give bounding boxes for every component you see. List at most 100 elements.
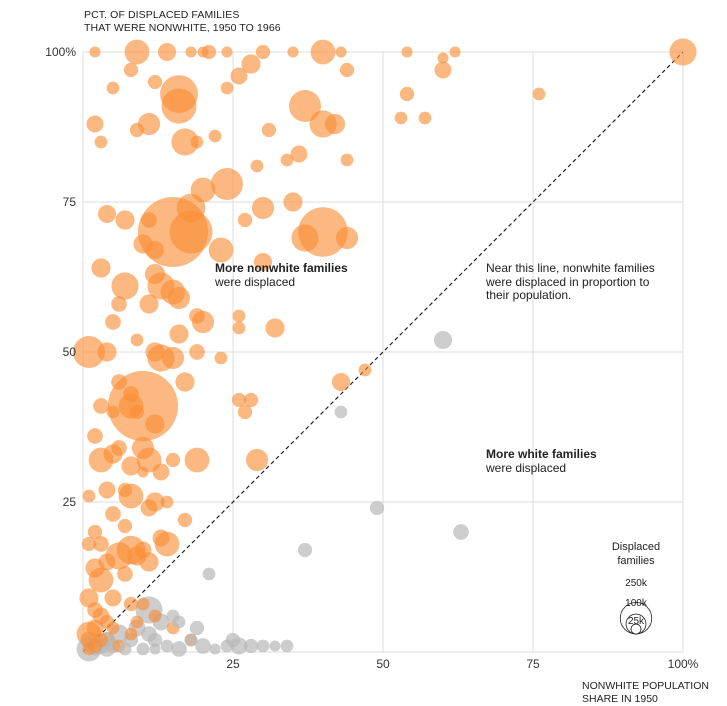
point-white bbox=[433, 330, 453, 350]
point-nonwhite bbox=[97, 204, 117, 224]
point-nonwhite bbox=[139, 294, 159, 314]
x-axis-title-line-2: share in 1950 bbox=[582, 693, 658, 705]
x-axis-title: Nonwhite population share in 1950 bbox=[582, 680, 722, 706]
point-nonwhite bbox=[129, 404, 145, 420]
annotation-near-line-2: were displaced in proportion to bbox=[486, 274, 650, 289]
legend-title: Displaced families bbox=[600, 541, 672, 568]
point-nonwhite bbox=[669, 38, 697, 66]
x-tick-label: 75 bbox=[526, 657, 540, 671]
point-nonwhite bbox=[335, 46, 347, 58]
size-legend bbox=[619, 602, 653, 635]
point-nonwhite bbox=[121, 456, 141, 476]
point-nonwhite bbox=[250, 159, 264, 173]
y-axis-title: Pct. of displaced families that were non… bbox=[84, 9, 344, 35]
point-nonwhite bbox=[93, 398, 109, 414]
annotation-more-white-rest: were displaced bbox=[486, 460, 567, 475]
point-nonwhite bbox=[131, 436, 155, 460]
point-nonwhite bbox=[97, 342, 117, 362]
point-nonwhite bbox=[169, 324, 189, 344]
point-nonwhite bbox=[106, 405, 120, 419]
point-nonwhite bbox=[117, 518, 133, 534]
point-nonwhite bbox=[532, 87, 546, 101]
point-white bbox=[147, 632, 163, 648]
point-nonwhite bbox=[189, 308, 205, 324]
point-nonwhite bbox=[283, 192, 303, 212]
legend-circle-25k bbox=[630, 623, 642, 635]
point-nonwhite bbox=[165, 452, 181, 468]
point-nonwhite bbox=[136, 597, 150, 611]
point-nonwhite bbox=[243, 392, 259, 408]
point-white bbox=[172, 615, 186, 629]
point-nonwhite bbox=[98, 481, 116, 499]
point-nonwhite bbox=[175, 372, 195, 392]
point-nonwhite bbox=[169, 210, 213, 254]
point-nonwhite bbox=[123, 386, 139, 402]
point-nonwhite bbox=[91, 258, 111, 278]
legend-title-line-1: Displaced bbox=[611, 541, 661, 553]
point-nonwhite bbox=[160, 495, 174, 509]
x-tick-label: 50 bbox=[376, 657, 390, 671]
point-nonwhite bbox=[291, 224, 319, 252]
point-nonwhite bbox=[237, 212, 253, 228]
point-nonwhite bbox=[106, 621, 120, 635]
point-white bbox=[369, 500, 385, 516]
point-nonwhite bbox=[290, 145, 308, 163]
point-nonwhite bbox=[208, 237, 234, 263]
point-white bbox=[243, 638, 259, 654]
point-nonwhite bbox=[437, 52, 449, 64]
y-axis-title-line-2: that were nonwhite, 1950 to 1966 bbox=[84, 22, 281, 34]
annotation-near-line-3: their population. bbox=[486, 288, 572, 302]
point-nonwhite bbox=[434, 61, 452, 79]
point-nonwhite bbox=[93, 536, 109, 552]
point-nonwhite bbox=[130, 615, 144, 629]
point-nonwhite bbox=[185, 46, 197, 58]
point-nonwhite bbox=[340, 153, 354, 167]
y-tick-label: 75 bbox=[63, 195, 77, 209]
point-white bbox=[195, 638, 211, 654]
point-nonwhite bbox=[310, 39, 336, 65]
point-nonwhite bbox=[87, 524, 103, 540]
point-nonwhite bbox=[287, 46, 299, 58]
point-white bbox=[209, 643, 221, 655]
point-nonwhite bbox=[232, 321, 246, 335]
point-nonwhite bbox=[148, 609, 162, 623]
point-nonwhite bbox=[82, 642, 96, 656]
point-white bbox=[256, 639, 270, 653]
annotation-more-white: More white families were displaced bbox=[486, 447, 597, 475]
point-nonwhite bbox=[358, 363, 372, 377]
reference-line bbox=[82, 51, 684, 653]
point-nonwhite bbox=[111, 374, 127, 390]
tick-labels: 25 25 50 50 75 75 100% 100% bbox=[45, 45, 698, 671]
point-nonwhite bbox=[339, 62, 355, 78]
point-nonwhite bbox=[190, 135, 204, 149]
point-nonwhite bbox=[73, 336, 105, 368]
point-nonwhite bbox=[129, 122, 145, 138]
point-nonwhite bbox=[335, 226, 359, 250]
point-nonwhite bbox=[241, 54, 261, 74]
point-nonwhite bbox=[177, 512, 193, 528]
y-tick-label: 50 bbox=[63, 345, 77, 359]
point-nonwhite bbox=[82, 489, 96, 503]
point-nonwhite bbox=[418, 111, 432, 125]
reference-diagonal bbox=[82, 51, 684, 653]
point-nonwhite bbox=[221, 46, 233, 58]
point-nonwhite bbox=[157, 42, 177, 62]
legend-title-line-2: families bbox=[617, 554, 655, 567]
point-white bbox=[136, 642, 150, 656]
point-white bbox=[269, 640, 281, 652]
point-nonwhite bbox=[123, 596, 139, 612]
point-nonwhite bbox=[220, 81, 234, 95]
point-nonwhite bbox=[145, 342, 165, 362]
point-white bbox=[160, 639, 174, 653]
point-white bbox=[171, 641, 187, 657]
point-nonwhite bbox=[232, 309, 246, 323]
point-nonwhite bbox=[324, 113, 346, 135]
point-nonwhite bbox=[197, 46, 209, 58]
point-nonwhite bbox=[124, 627, 138, 641]
point-nonwhite bbox=[230, 67, 248, 85]
point-nonwhite bbox=[331, 372, 351, 392]
legend-label-250k: 250k bbox=[625, 578, 647, 589]
point-white bbox=[189, 620, 205, 636]
point-white bbox=[334, 405, 348, 419]
